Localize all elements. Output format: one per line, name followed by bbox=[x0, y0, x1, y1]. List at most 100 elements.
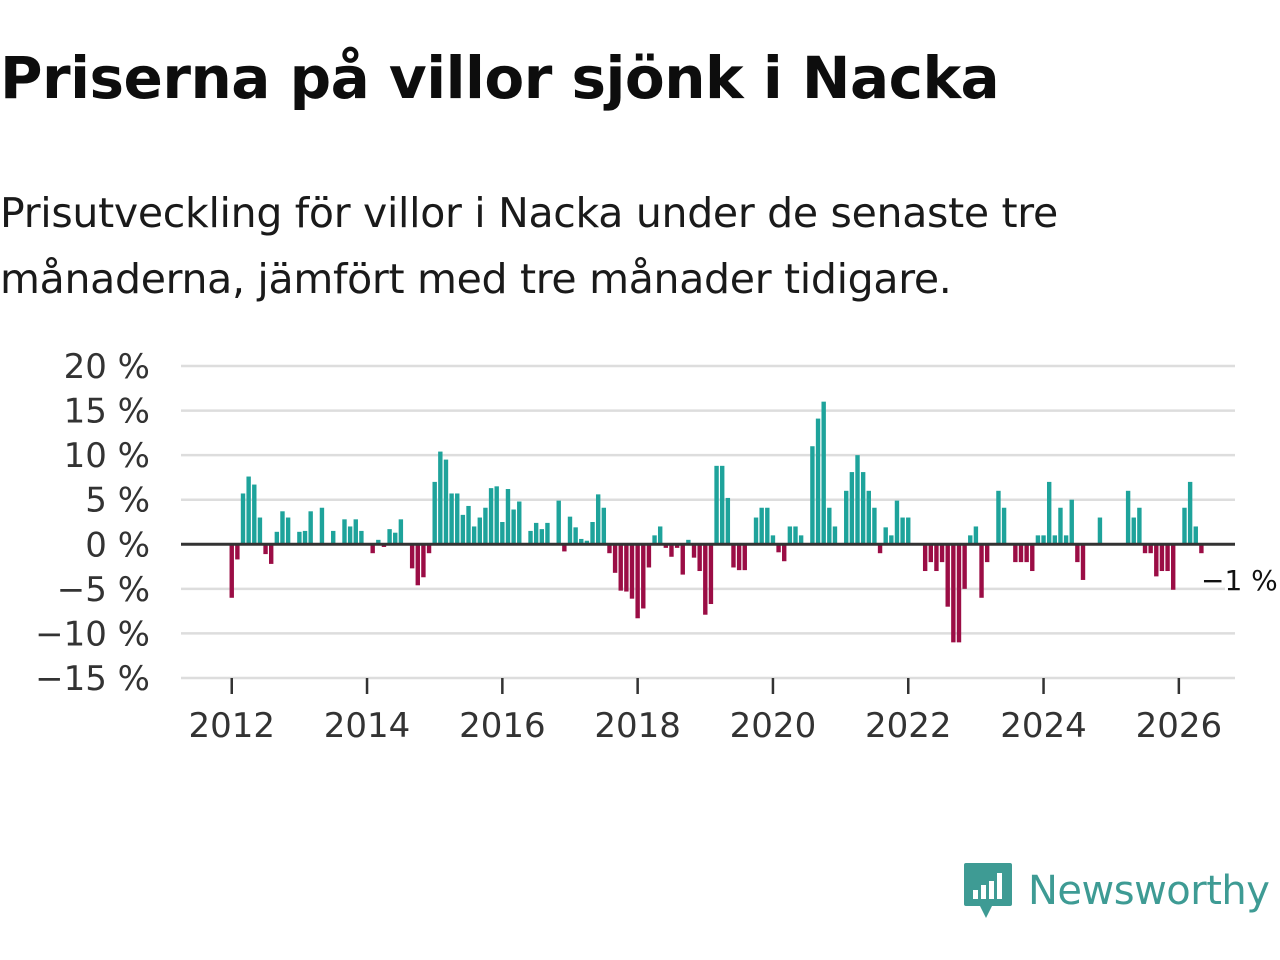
bar bbox=[894, 500, 900, 545]
x-tick-label: 2018 bbox=[594, 706, 681, 746]
grid-lines bbox=[181, 364, 1235, 680]
bar bbox=[1154, 544, 1159, 577]
bar bbox=[595, 494, 601, 545]
bar bbox=[533, 522, 539, 545]
bar bbox=[1052, 535, 1058, 545]
bar bbox=[483, 507, 488, 545]
bar bbox=[635, 544, 640, 619]
bar bbox=[1182, 507, 1187, 545]
bar bbox=[973, 526, 979, 545]
bar bbox=[517, 501, 522, 545]
bar bbox=[567, 516, 573, 545]
bar bbox=[714, 465, 719, 545]
bar bbox=[1125, 490, 1131, 545]
bar bbox=[308, 511, 313, 545]
bar bbox=[488, 488, 494, 545]
bar bbox=[562, 544, 567, 552]
x-tick-label: 2012 bbox=[188, 706, 275, 746]
bar bbox=[703, 544, 708, 615]
bar bbox=[1148, 544, 1153, 554]
bar bbox=[432, 481, 437, 545]
bar bbox=[1013, 544, 1018, 563]
bar bbox=[889, 535, 894, 545]
bar bbox=[584, 540, 590, 545]
bar bbox=[511, 509, 516, 545]
bar bbox=[782, 544, 787, 562]
bar bbox=[1035, 535, 1041, 545]
bar bbox=[579, 538, 584, 545]
bar bbox=[860, 472, 866, 545]
bar bbox=[1142, 544, 1148, 554]
bar bbox=[1159, 544, 1165, 572]
bar bbox=[421, 544, 426, 578]
bar bbox=[285, 517, 291, 545]
x-tick-label: 2026 bbox=[1136, 706, 1223, 746]
y-axis-labels: 20 % 15 %10 % 5 %0 % −5 %−10 % −15 % bbox=[35, 347, 150, 699]
bar bbox=[246, 476, 251, 545]
bar-chart: 20 %15 %10 %5 %0 %−5 %−10 %−15 % 2012 201… bbox=[35, 347, 1280, 746]
brand-name: Newsworthy bbox=[1028, 868, 1270, 914]
bar bbox=[494, 486, 499, 545]
bar bbox=[505, 489, 511, 545]
bar bbox=[1075, 544, 1080, 563]
bar bbox=[770, 535, 776, 545]
bar bbox=[1001, 507, 1007, 545]
bar bbox=[387, 529, 392, 545]
bar bbox=[1097, 517, 1103, 545]
bar bbox=[590, 522, 595, 545]
y-tick-label: 10 % bbox=[64, 436, 150, 476]
bar bbox=[370, 544, 375, 554]
y-tick-label: 20 % bbox=[64, 347, 150, 387]
bar bbox=[759, 507, 764, 545]
newsworthy-logo: Newsworthy bbox=[962, 860, 1270, 922]
x-axis: 2012 2014 2016 2018 2020 2022 2024 2026 bbox=[188, 678, 1222, 746]
bar bbox=[776, 544, 781, 553]
bar bbox=[252, 484, 257, 545]
bar bbox=[968, 535, 973, 545]
last-value-label: −1 % bbox=[1201, 564, 1278, 597]
bar bbox=[787, 526, 793, 545]
bar bbox=[821, 401, 826, 545]
x-tick-label: 2022 bbox=[865, 706, 952, 746]
bar bbox=[280, 511, 285, 545]
bar bbox=[939, 544, 945, 563]
bar bbox=[708, 544, 714, 605]
bar bbox=[471, 526, 477, 545]
bar bbox=[573, 527, 578, 545]
bar bbox=[438, 451, 443, 545]
bar bbox=[240, 493, 246, 545]
chart-subtitle: Prisutveckling för villor i Nacka under … bbox=[0, 189, 1058, 303]
bar bbox=[443, 459, 449, 545]
bar bbox=[274, 531, 280, 545]
bar bbox=[1030, 544, 1035, 572]
bar bbox=[409, 544, 415, 569]
bar bbox=[528, 530, 533, 545]
bar bbox=[810, 446, 815, 545]
bar bbox=[1137, 507, 1142, 545]
bar bbox=[477, 517, 482, 545]
bar bbox=[1187, 481, 1193, 545]
bar bbox=[646, 544, 652, 568]
bar bbox=[618, 544, 623, 591]
bar bbox=[257, 517, 263, 545]
bar bbox=[934, 544, 939, 572]
bar bbox=[359, 530, 364, 545]
bar bbox=[731, 544, 736, 568]
bar bbox=[641, 544, 646, 609]
bar bbox=[652, 535, 657, 545]
last-value-annotation: −1 % bbox=[1198, 561, 1280, 600]
bar bbox=[455, 493, 460, 545]
bar bbox=[686, 539, 691, 545]
bar bbox=[398, 519, 404, 545]
bars bbox=[229, 401, 1204, 643]
bar bbox=[1063, 535, 1069, 545]
bar bbox=[984, 544, 990, 563]
bar bbox=[798, 535, 804, 545]
bar bbox=[269, 544, 274, 564]
bar bbox=[331, 530, 336, 545]
bar bbox=[996, 490, 1001, 545]
bar bbox=[883, 527, 888, 545]
bar bbox=[1069, 499, 1074, 545]
bar bbox=[449, 493, 454, 545]
bar bbox=[691, 544, 697, 558]
